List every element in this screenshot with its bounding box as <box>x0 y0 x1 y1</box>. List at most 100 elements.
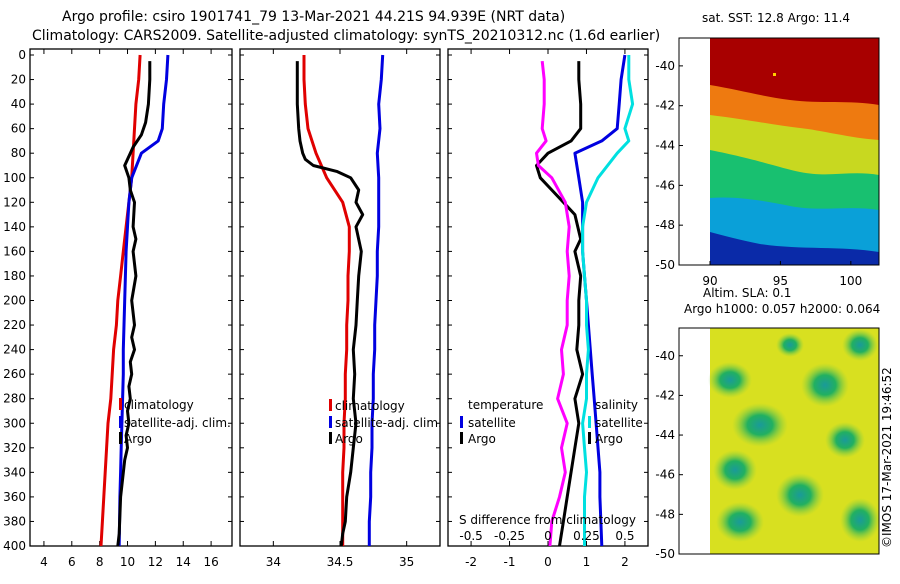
sla-patch <box>776 473 824 517</box>
x-axes: 4 6 8 10 12 14 16 34 34.5 35 -2 -1 0 1 2 <box>40 49 629 569</box>
x-tick-label: 8 <box>96 555 104 569</box>
x-tick-label: 2 <box>621 555 629 569</box>
sla-patch <box>842 329 878 361</box>
series-line-argo <box>116 61 152 546</box>
legend-swatch-satellite <box>119 416 122 428</box>
legend-label-temp-argo: Argo <box>468 432 496 446</box>
x-tick-label: 1 <box>583 555 591 569</box>
depth-tick-label: 200 <box>3 294 26 308</box>
depth-tick-label: 40 <box>11 97 26 111</box>
sla-map-axes: -40 -42 -44 -46 -48 -50 <box>655 349 683 561</box>
legend-swatch-argo <box>119 432 122 444</box>
sla-patch <box>776 333 804 357</box>
depth-tick-label: 140 <box>3 220 26 234</box>
imos-watermark: ©IMOS 17-Mar-2021 19:46:52 <box>880 367 894 548</box>
lat-tick-label: -46 <box>655 178 675 192</box>
depth-tick-label: 0 <box>18 48 26 62</box>
series-line-climatology <box>302 55 351 546</box>
legend-label-argo: Argo <box>335 432 363 446</box>
salinity-tick-label: 0.5 <box>615 529 634 543</box>
x-tick-label: 34.5 <box>327 555 354 569</box>
legend-swatch-climatology <box>119 398 122 410</box>
difference-legend: temperature satellite Argo salinity sate… <box>459 398 643 527</box>
depth-tick-label: 300 <box>3 416 26 430</box>
depth-tick-label: 260 <box>3 367 26 381</box>
x-tick-label: 6 <box>68 555 76 569</box>
temperature-lines <box>99 54 170 546</box>
legend-swatch-argo <box>329 432 332 444</box>
x-tick-label: 14 <box>176 555 191 569</box>
legend-swatch-temp-satellite <box>460 416 463 428</box>
lat-tick-label: -48 <box>655 507 675 521</box>
lat-tick-label: -48 <box>655 218 675 232</box>
legend-swatch-temp-argo <box>460 432 463 444</box>
sla-patch <box>840 498 880 542</box>
sla-patch <box>801 363 849 407</box>
depth-tick-label: 340 <box>3 465 26 479</box>
x-tick-label: -1 <box>504 555 516 569</box>
lat-tick-label: -44 <box>655 139 675 153</box>
salinity-tick-label: -0.25 <box>494 529 525 543</box>
sla-patch <box>713 450 757 490</box>
sla-patch <box>716 502 764 542</box>
depth-tick-label: 280 <box>3 392 26 406</box>
legend-label-satellite: satellite-adj. clim. <box>124 416 231 430</box>
depth-tick-label: 20 <box>11 73 26 87</box>
sla-patch <box>825 422 865 458</box>
sst-map <box>678 37 880 266</box>
legend-swatch-climatology <box>329 399 332 411</box>
depth-tick-label: 120 <box>3 195 26 209</box>
series-line-temperature-argo <box>535 61 585 546</box>
legend-label-argo: Argo <box>124 432 152 446</box>
series-line-salinity-argo <box>535 60 571 546</box>
legend-label-temp-satellite: satellite <box>468 416 516 430</box>
legend-swatch-sal-satellite <box>588 416 591 428</box>
x-tick-label: 34 <box>266 555 281 569</box>
lon-tick-label: 90 <box>702 274 717 288</box>
depth-tick-label: 360 <box>3 490 26 504</box>
series-line-satellite-adj-clim- <box>367 54 385 546</box>
depth-tick-label: 80 <box>11 146 26 160</box>
x-tick-label: -2 <box>465 555 477 569</box>
temperature-legend: climatology satellite-adj. clim. Argo <box>119 398 231 446</box>
x-tick-label: 0 <box>544 555 552 569</box>
lat-tick-label: -44 <box>655 428 675 442</box>
legend-label-sal-argo: Argo <box>595 432 623 446</box>
depth-tick-label: 100 <box>3 171 26 185</box>
x-tick-label: 4 <box>40 555 48 569</box>
salinity-panel-frame <box>239 48 441 547</box>
salinity-tick-label: 0 <box>544 529 552 543</box>
series-line-temperature-satellite <box>573 54 627 546</box>
legend-label-satellite: satellite-adj. clim. <box>335 416 442 430</box>
lat-tick-label: -40 <box>655 349 675 363</box>
header-title-line2: Climatology: CARS2009. Satellite-adjuste… <box>32 28 660 44</box>
depth-tick-label: 220 <box>3 318 26 332</box>
lat-tick-label: -46 <box>655 468 675 482</box>
lon-tick-label: 95 <box>773 274 788 288</box>
salinity-tick-label: -0.5 <box>459 529 482 543</box>
depth-tick-label: 380 <box>3 514 26 528</box>
sst-title: sat. SST: 12.8 Argo: 11.4 <box>702 11 850 25</box>
sla-patch <box>732 403 788 447</box>
lat-tick-label: -42 <box>655 388 675 402</box>
sla-map <box>678 327 880 555</box>
lat-tick-label: -42 <box>655 99 675 113</box>
sla-title-line1: Altim. SLA: 0.1 <box>703 286 791 300</box>
sla-patch <box>708 362 752 398</box>
legend-heading-temperature: temperature <box>468 398 543 412</box>
depth-tick-label: 180 <box>3 269 26 283</box>
series-line-argo <box>295 61 365 546</box>
sla-title-line2: Argo h1000: 0.057 h2000: 0.064 <box>684 302 880 316</box>
lat-tick-label: -40 <box>655 59 675 73</box>
depth-tick-label: 240 <box>3 343 26 357</box>
header-title-line1: Argo profile: csiro 1901741_79 13-Mar-20… <box>62 9 565 25</box>
salinity-difference-ticks: -0.5 -0.25 0 0.25 0.5 <box>459 529 634 543</box>
series-line-salinity-satellite <box>581 55 635 546</box>
lat-tick-label: -50 <box>655 547 675 561</box>
legend-label-climatology: climatology <box>124 398 194 412</box>
difference-lines <box>535 54 635 546</box>
depth-axis: 0 20 40 60 80 100 120 140 160 180 200 220 240 260 280 3… <box>3 48 648 553</box>
legend-swatch-sal-argo <box>588 432 591 444</box>
x-tick-label: 35 <box>399 555 414 569</box>
